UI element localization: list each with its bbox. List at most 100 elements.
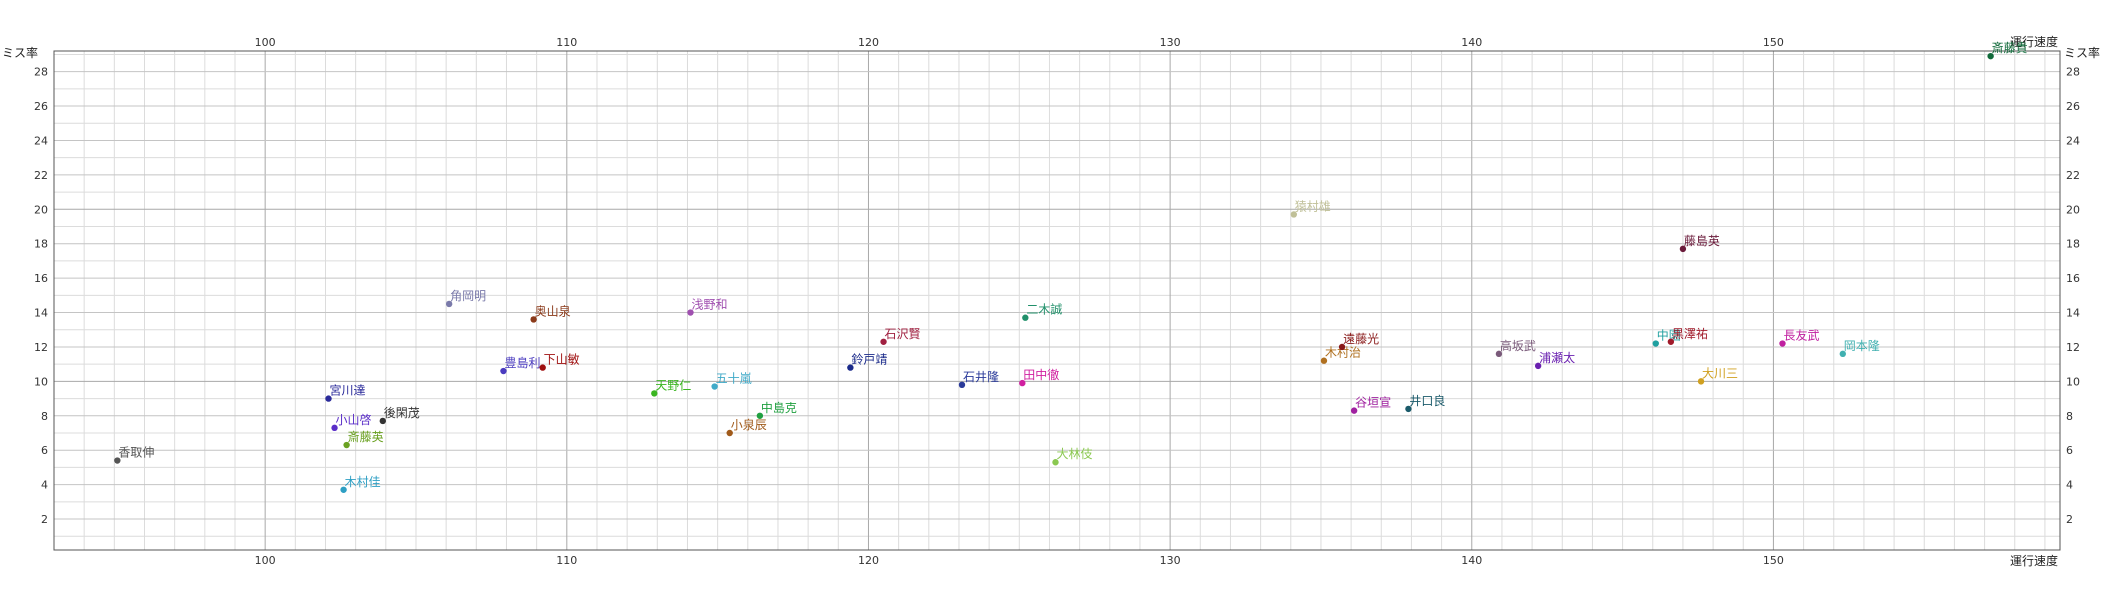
- data-point-label: 長友武: [1783, 329, 1819, 343]
- data-point-label: 五十嵐: [716, 372, 752, 386]
- data-point-label: 中園: [1657, 328, 1681, 343]
- data-point: [1350, 407, 1358, 414]
- y-tick-label-left: 6: [41, 444, 48, 457]
- data-point: [1779, 340, 1786, 347]
- x-tick-label-top: 140: [1461, 36, 1482, 49]
- y-tick-label-right: 24: [2066, 134, 2080, 147]
- x-tick-label-top: 120: [858, 36, 879, 49]
- y-tick-label-left: 28: [34, 66, 48, 79]
- data-point: [379, 417, 387, 425]
- data-point: [1667, 338, 1675, 345]
- x-tick-label-top: 110: [556, 36, 577, 49]
- data-point-label: 猿村雄: [1295, 198, 1331, 213]
- data-point: [1679, 245, 1687, 253]
- data-point: [1022, 314, 1029, 321]
- y-tick-label-right: 4: [2066, 479, 2073, 492]
- data-point: [530, 316, 537, 323]
- y-tick-label-right: 28: [2066, 66, 2080, 79]
- y-tick-label-right: 22: [2066, 169, 2080, 182]
- data-point-label: 大林伎: [1056, 447, 1092, 461]
- major-gridlines: [54, 51, 2060, 550]
- y-tick-label-left: 2: [41, 513, 48, 526]
- x-tick-label-top: 130: [1160, 36, 1181, 49]
- data-point: [1697, 378, 1705, 385]
- data-point: [880, 338, 887, 345]
- data-point-label: 宮川達: [330, 383, 366, 398]
- y-tick-label-left: 16: [34, 272, 48, 285]
- data-point-label: 天野仁: [655, 378, 691, 392]
- y-tick-label-right: 20: [2066, 203, 2080, 216]
- y-tick-label-right: 16: [2066, 272, 2080, 285]
- data-point-label: 二木誠: [1026, 303, 1062, 317]
- data-point: [651, 390, 658, 397]
- data-point-label: 中島克: [761, 400, 797, 415]
- data-point: [325, 395, 332, 402]
- data-point-label: 石沢賢: [885, 327, 921, 341]
- data-point-label: 小山啓: [336, 412, 372, 427]
- y-tick-label-right: 2: [2066, 513, 2073, 526]
- x-tick-label-bottom: 120: [858, 554, 879, 567]
- data-point: [331, 424, 338, 432]
- data-point-label: 角岡明: [450, 289, 486, 303]
- x-tick-labels: 100 100 110 110 120 120 130 130 140 140 150 150: [255, 36, 1784, 567]
- data-point-label: 木村治: [1325, 346, 1361, 360]
- x-tick-label-bottom: 100: [255, 554, 276, 567]
- y-tick-label-left: 4: [41, 479, 48, 492]
- data-point-label: 高坂武: [1500, 338, 1536, 353]
- data-point-label: 木村佳: [345, 475, 381, 489]
- data-point-label: 石井隆: [963, 369, 999, 384]
- y-tick-label-left: 8: [41, 410, 48, 423]
- plot-frame: [53, 50, 2061, 551]
- data-point: [1534, 362, 1542, 370]
- y-axis-title-left: ミス率: [2, 45, 38, 60]
- x-tick-label-bottom: 140: [1461, 554, 1482, 567]
- data-point-label: 田中徹: [1023, 367, 1059, 382]
- data-point: [711, 383, 718, 390]
- y-tick-label-right: 18: [2066, 238, 2080, 251]
- data-point: [445, 300, 453, 308]
- data-point-label: 遠藤光: [1343, 332, 1379, 346]
- y-tick-label-left: 18: [34, 238, 48, 251]
- data-point-label: 浅野和: [691, 298, 727, 312]
- data-point-label: 井口良: [1409, 393, 1445, 408]
- data-point: [1290, 211, 1297, 218]
- y-tick-label-right: 10: [2066, 375, 2080, 388]
- data-point: [687, 309, 694, 316]
- x-tick-label-bottom: 130: [1160, 554, 1181, 567]
- y-axis-title-right: ミス率: [2064, 45, 2100, 60]
- data-point-label: 豊島利: [504, 355, 540, 370]
- data-point-label: 下山敏: [544, 352, 580, 367]
- data-point: [1652, 340, 1659, 347]
- data-point: [1052, 459, 1059, 466]
- x-axis-title-bottom: 運行速度: [2010, 553, 2058, 568]
- y-tick-label-left: 24: [34, 134, 48, 147]
- data-point-label: 浦瀬太: [1539, 350, 1575, 365]
- y-tick-label-left: 22: [34, 169, 48, 182]
- data-point: [1839, 350, 1847, 358]
- data-point-label: 後閑茂: [384, 406, 420, 420]
- data-point: [114, 457, 121, 464]
- x-tick-label-bottom: 110: [556, 554, 577, 567]
- data-point: [726, 429, 733, 437]
- data-point-label: 斎藤英: [348, 429, 384, 444]
- y-tick-label-right: 12: [2066, 341, 2080, 354]
- data-point: [1405, 405, 1412, 413]
- data-point-label: 斎藤貴: [1992, 40, 2028, 55]
- y-tick-label-right: 6: [2066, 444, 2073, 457]
- y-tick-label-left: 14: [34, 307, 48, 320]
- y-tick-label-right: 8: [2066, 410, 2073, 423]
- data-point-label: 香取伸: [118, 446, 154, 460]
- y-tick-label-left: 10: [34, 375, 48, 388]
- data-point: [958, 381, 966, 389]
- x-axis-title-top: 運行速度: [2010, 34, 2058, 49]
- data-point: [847, 364, 854, 371]
- y-tick-label-left: 20: [34, 203, 48, 216]
- data-point-label: 岡本隆: [1844, 338, 1880, 353]
- data-point-label: 大川三: [1702, 366, 1738, 380]
- data-point: [756, 412, 764, 419]
- x-tick-label-top: 100: [255, 36, 276, 49]
- y-tick-label-right: 14: [2066, 307, 2080, 320]
- x-tick-label-bottom: 150: [1763, 554, 1784, 567]
- data-point-label: 鈴戸靖: [851, 352, 887, 367]
